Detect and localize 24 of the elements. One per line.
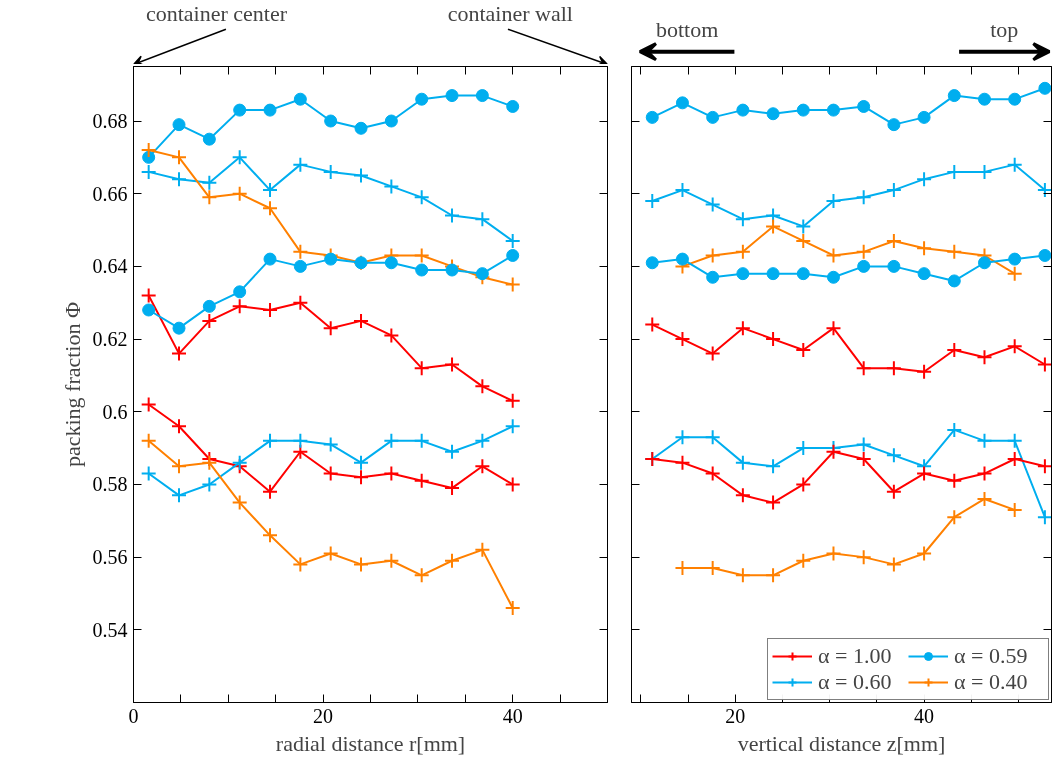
- text: bottom: [655, 17, 719, 43]
- y-tick-label: 0.56: [92, 546, 128, 569]
- y-tick-label: 0.58: [92, 473, 128, 496]
- y-tick-label: 0.64: [92, 255, 128, 278]
- y-tick-label: 0.54: [92, 618, 128, 641]
- y-tick-label: 0.62: [92, 328, 128, 351]
- y-tick-label: 0.6: [102, 400, 128, 423]
- x-tick-label: 20: [313, 704, 334, 727]
- text: container wall: [447, 1, 573, 27]
- text: top: [990, 17, 1019, 43]
- text: container center: [145, 1, 288, 27]
- legend-label: α = 0.59: [954, 643, 1029, 669]
- x-tick-label: 20: [725, 704, 746, 727]
- y-axis-title: packing fraction Φ: [59, 301, 85, 468]
- legend-label: α = 0.40: [954, 669, 1029, 695]
- x-tick-label: 0: [128, 704, 139, 727]
- x-tick-label: 40: [914, 704, 935, 727]
- x-tick-label: 40: [502, 704, 523, 727]
- y-tick-label: 0.66: [92, 182, 128, 205]
- legend-label: α = 1.00: [818, 643, 893, 669]
- x-axis-title: radial distance r[mm]: [275, 730, 466, 756]
- y-tick-label: 0.68: [92, 110, 128, 133]
- x-axis-title: vertical distance z[mm]: [737, 730, 946, 756]
- legend-label: α = 0.60: [818, 669, 893, 695]
